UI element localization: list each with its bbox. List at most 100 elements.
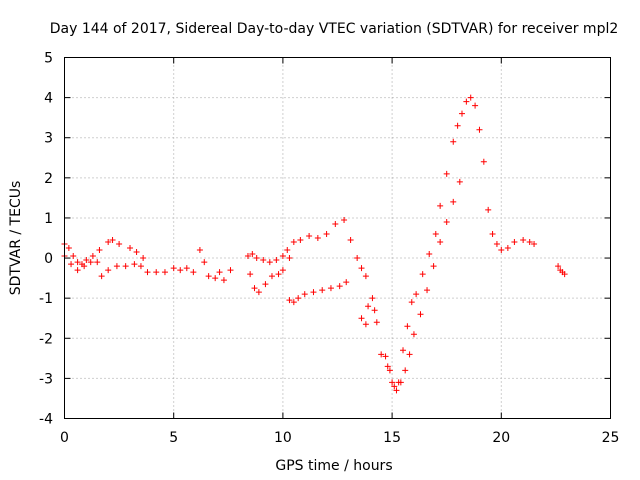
y-tick-label: -4 — [39, 412, 53, 428]
series-track-a — [61, 237, 147, 268]
data-point — [253, 255, 260, 262]
data-point — [201, 259, 208, 266]
data-point — [511, 239, 518, 246]
data-point — [454, 122, 461, 129]
data-point — [301, 291, 308, 298]
data-point — [504, 245, 511, 252]
series-track-c — [196, 247, 234, 284]
data-point — [319, 287, 326, 294]
data-point — [297, 237, 304, 244]
data-point — [561, 271, 568, 278]
data-point — [94, 259, 101, 266]
data-point — [133, 249, 140, 256]
data-point — [255, 289, 262, 296]
data-point — [426, 251, 433, 258]
data-point — [177, 267, 184, 274]
y-tick-label: -1 — [39, 291, 53, 307]
data-point — [371, 307, 378, 314]
data-point — [419, 271, 426, 278]
data-point — [212, 275, 219, 282]
data-point — [244, 253, 251, 260]
data-point — [266, 259, 273, 266]
data-point — [109, 237, 116, 244]
data-point — [424, 287, 431, 294]
data-point — [170, 265, 177, 272]
data-point — [343, 279, 350, 286]
data-point — [279, 253, 286, 260]
data-point — [437, 202, 444, 209]
data-point — [520, 237, 527, 244]
data-point — [131, 261, 138, 268]
x-axis-label: GPS time / hours — [275, 458, 392, 474]
data-point — [74, 259, 81, 266]
data-point — [526, 239, 533, 246]
data-point — [336, 283, 343, 290]
data-point — [268, 273, 275, 280]
series-track-b — [61, 253, 197, 280]
data-point — [290, 239, 297, 246]
data-point — [127, 245, 134, 252]
y-tick-label: 0 — [44, 251, 53, 267]
series-track-h — [384, 178, 463, 394]
data-point — [430, 263, 437, 270]
data-point — [362, 321, 369, 328]
x-tick-label: 25 — [602, 430, 620, 446]
data-point — [437, 239, 444, 246]
data-point — [116, 241, 123, 248]
data-point — [373, 319, 380, 326]
data-point — [493, 241, 500, 248]
data-point — [137, 263, 144, 270]
data-point — [391, 383, 398, 390]
data-point — [310, 289, 317, 296]
data-point — [65, 245, 72, 252]
x-tick-label: 5 — [169, 430, 178, 446]
data-point — [384, 363, 391, 370]
data-point — [498, 247, 505, 254]
data-point — [98, 273, 105, 280]
data-point — [140, 255, 147, 262]
chart-title: Day 144 of 2017, Sidereal Day-to-day VTE… — [50, 21, 619, 37]
data-point — [220, 277, 227, 284]
data-point — [113, 263, 120, 270]
data-point — [402, 367, 409, 374]
data-point — [432, 230, 439, 237]
data-point — [341, 216, 348, 223]
data-point — [74, 267, 81, 274]
y-tick-label: -3 — [39, 371, 53, 387]
data-point — [96, 247, 103, 254]
data-point — [323, 230, 330, 237]
data-point — [404, 323, 411, 330]
data-point — [354, 255, 361, 262]
data-point — [122, 263, 129, 270]
data-point — [205, 273, 212, 280]
data-point — [382, 353, 389, 360]
data-point — [443, 218, 450, 225]
data-point — [81, 263, 88, 270]
data-point — [555, 263, 562, 270]
y-tick-label: 3 — [44, 131, 53, 147]
data-point — [183, 265, 190, 272]
data-point — [262, 281, 269, 288]
data-point — [153, 269, 160, 276]
y-tick-label: -2 — [39, 331, 53, 347]
data-point — [467, 94, 474, 101]
data-point — [247, 271, 254, 278]
data-point — [251, 285, 258, 292]
data-point — [347, 237, 354, 244]
x-tick-label: 15 — [383, 430, 401, 446]
data-point — [393, 387, 400, 394]
data-point — [480, 158, 487, 165]
data-point — [286, 297, 293, 304]
data-point — [161, 269, 168, 276]
data-point — [450, 138, 457, 145]
data-point — [406, 351, 413, 358]
data-point — [286, 255, 293, 262]
data-point — [284, 247, 291, 254]
data-point — [378, 351, 385, 358]
data-point — [458, 110, 465, 117]
data-point — [273, 257, 280, 264]
axis-ticks — [64, 57, 611, 419]
data-point — [408, 299, 415, 306]
grid-lines — [64, 57, 611, 419]
data-point — [275, 271, 282, 278]
